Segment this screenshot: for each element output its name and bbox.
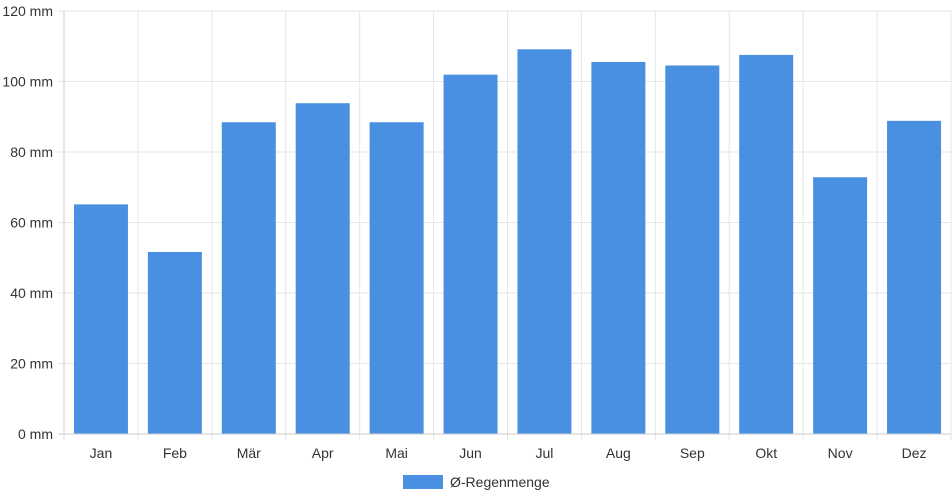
- y-tick-label: 100 mm: [2, 74, 53, 90]
- bar-mai[interactable]: [369, 122, 424, 435]
- y-tick-label: 20 mm: [10, 356, 53, 372]
- bar-aug[interactable]: [591, 61, 646, 435]
- x-tick-label: Jan: [90, 445, 113, 461]
- y-tick-label: 120 mm: [2, 3, 53, 19]
- x-tick-label: Mär: [237, 445, 261, 461]
- x-tick-label: Feb: [163, 445, 187, 461]
- bar-nov[interactable]: [813, 177, 868, 435]
- bar-okt[interactable]: [739, 54, 794, 435]
- y-tick-label: 60 mm: [10, 215, 53, 231]
- bar-apr[interactable]: [295, 103, 350, 435]
- x-tick-label: Okt: [755, 445, 777, 461]
- y-tick-label: 0 mm: [18, 426, 53, 442]
- x-tick-label: Nov: [828, 445, 853, 461]
- legend-label[interactable]: Ø-Regenmenge: [450, 474, 550, 490]
- axes: [58, 11, 951, 435]
- legend[interactable]: Ø-Regenmenge: [403, 474, 550, 490]
- x-tick-label: Apr: [312, 445, 334, 461]
- bars: [73, 49, 942, 435]
- y-tick-label: 80 mm: [10, 144, 53, 160]
- bar-jul[interactable]: [517, 49, 572, 435]
- x-axis-tick-labels: Jan Feb Mär Apr Mai Jun Jul Aug Sep Okt Nov Dez: [90, 445, 927, 461]
- x-tick-label: Sep: [680, 445, 705, 461]
- bar-mär[interactable]: [221, 122, 276, 435]
- bar-sep[interactable]: [665, 65, 720, 435]
- x-tick-label: Dez: [902, 445, 927, 461]
- legend-swatch[interactable]: [403, 475, 443, 489]
- bar-jan[interactable]: [73, 204, 128, 435]
- x-tick-label: Aug: [606, 445, 631, 461]
- y-tick-label: 40 mm: [10, 285, 53, 301]
- x-tick-label: Mai: [385, 445, 408, 461]
- bar-feb[interactable]: [147, 251, 202, 435]
- bar-jun[interactable]: [443, 74, 498, 435]
- grid: [58, 10, 952, 440]
- x-tick-label: Jul: [536, 445, 554, 461]
- x-tick-label: Jun: [459, 445, 482, 461]
- bar-dez[interactable]: [887, 120, 942, 435]
- y-axis-tick-labels: 0 mm 20 mm 40 mm 60 mm 80 mm 100 mm 120 mm: [2, 3, 53, 442]
